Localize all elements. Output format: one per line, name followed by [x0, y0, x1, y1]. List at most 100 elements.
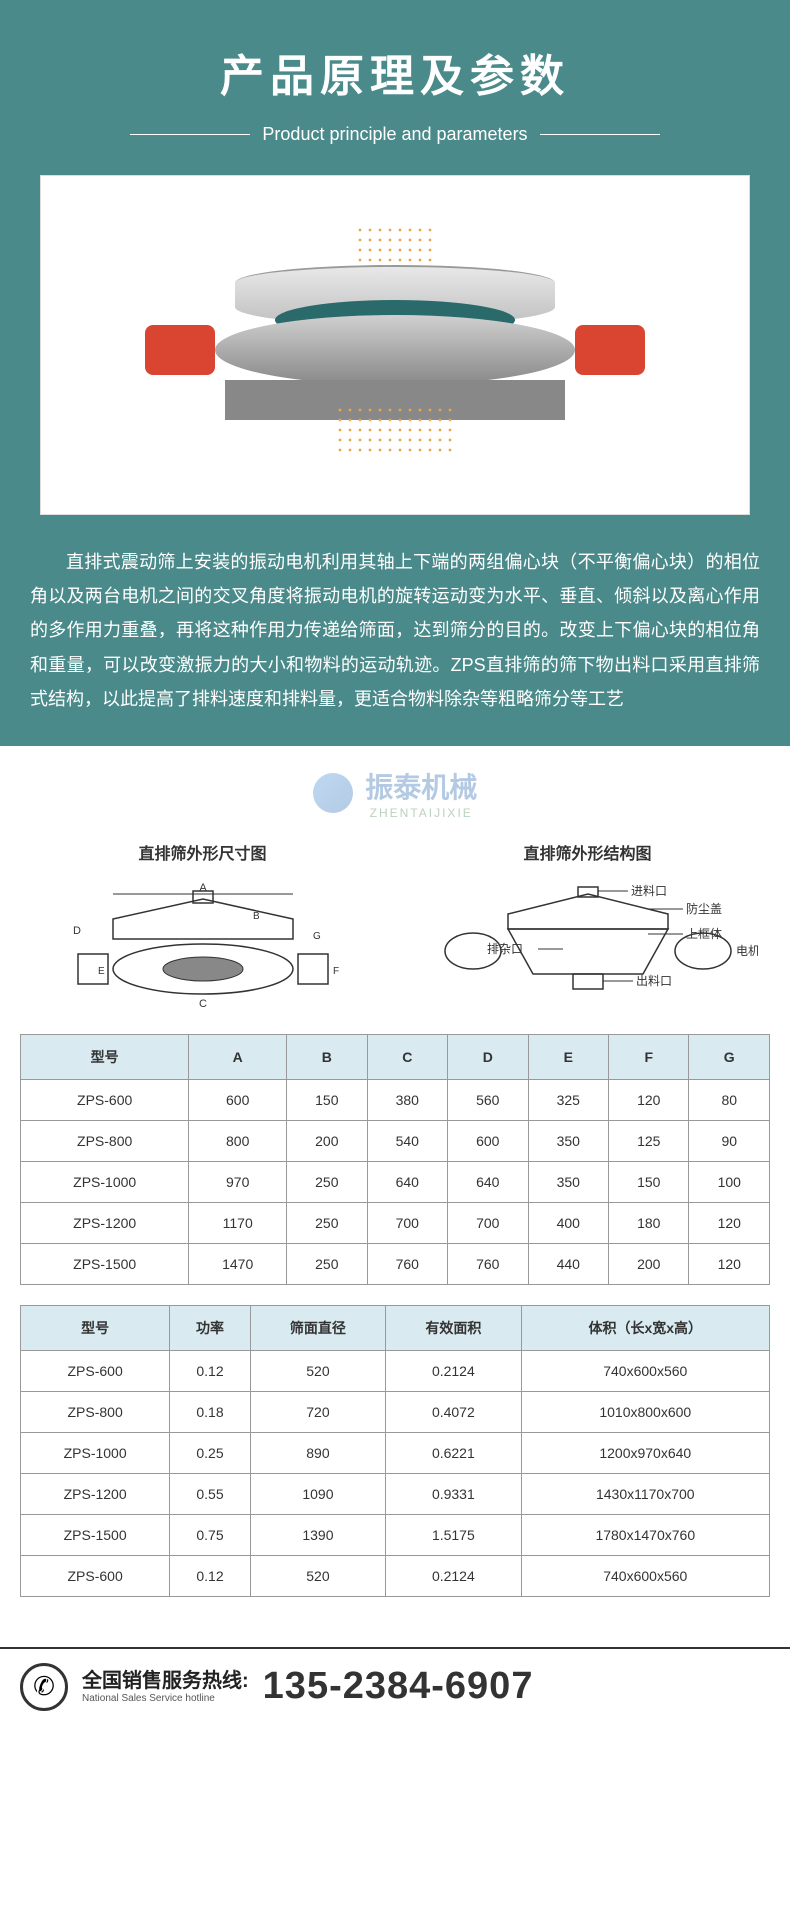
- structure-drawing-icon: 进料口 防尘盖 上框体 排杂口 出料口 电机: [405, 874, 770, 1014]
- dims-table: 型号ABCDEFG ZPS-60060015038056032512080ZPS…: [20, 1034, 770, 1285]
- motor-left-icon: [145, 325, 215, 375]
- table-cell: 120: [689, 1243, 770, 1284]
- product-description: 直排式震动筛上安装的振动电机利用其轴上下端的两组偏心块（不平衡偏心块）的相位角以…: [30, 545, 760, 716]
- table-cell: 600: [189, 1079, 287, 1120]
- svg-text:F: F: [333, 966, 339, 977]
- table-cell: 640: [448, 1161, 528, 1202]
- table-header: F: [609, 1034, 689, 1079]
- table-cell: ZPS-600: [21, 1079, 189, 1120]
- dimension-drawing-icon: A D C E G B F: [20, 874, 385, 1014]
- table-cell: 0.12: [170, 1555, 250, 1596]
- table-row: ZPS-6000.125200.2124740x600x560: [21, 1350, 770, 1391]
- diagram-title-right: 直排筛外形结构图: [405, 840, 770, 864]
- table-cell: 540: [367, 1120, 447, 1161]
- table-cell: 440: [528, 1243, 608, 1284]
- table-cell: 970: [189, 1161, 287, 1202]
- table-cell: 150: [609, 1161, 689, 1202]
- table-cell: 1200x970x640: [521, 1432, 769, 1473]
- table-cell: 90: [689, 1120, 770, 1161]
- table-cell: 350: [528, 1120, 608, 1161]
- table-cell: 890: [250, 1432, 385, 1473]
- table-cell: 150: [287, 1079, 367, 1120]
- table-cell: ZPS-1500: [21, 1243, 189, 1284]
- table-cell: 800: [189, 1120, 287, 1161]
- tables-section: 型号ABCDEFG ZPS-60060015038056032512080ZPS…: [0, 1034, 790, 1647]
- product-image: [40, 175, 750, 515]
- table-header: E: [528, 1034, 608, 1079]
- hotline-label-en: National Sales Service hotline: [82, 1693, 249, 1705]
- table-cell: 740x600x560: [521, 1350, 769, 1391]
- table-cell: 80: [689, 1079, 770, 1120]
- table-row: ZPS-15001470250760760440200120: [21, 1243, 770, 1284]
- watermark: 振泰机械 ZHENTAIJIXIE: [0, 746, 790, 830]
- table-header: 有效面积: [386, 1305, 521, 1350]
- svg-text:A: A: [199, 882, 207, 894]
- table-row: ZPS-60060015038056032512080: [21, 1079, 770, 1120]
- machine-body: [215, 315, 575, 385]
- table-cell: 560: [448, 1079, 528, 1120]
- table-cell: 1010x800x600: [521, 1391, 769, 1432]
- phone-icon: ✆: [20, 1663, 68, 1711]
- table-cell: 720: [250, 1391, 385, 1432]
- table-cell: 120: [689, 1202, 770, 1243]
- svg-text:排杂口: 排杂口: [486, 942, 522, 956]
- table-cell: 325: [528, 1079, 608, 1120]
- table-cell: 200: [609, 1243, 689, 1284]
- table-cell: 250: [287, 1161, 367, 1202]
- table-cell: 0.2124: [386, 1350, 521, 1391]
- brand-cn: 振泰机械: [365, 766, 477, 806]
- svg-text:G: G: [313, 931, 321, 942]
- table-header: 型号: [21, 1305, 170, 1350]
- table-cell: 120: [609, 1079, 689, 1120]
- diagram-title-left: 直排筛外形尺寸图: [20, 840, 385, 864]
- table-cell: 1430x1170x700: [521, 1473, 769, 1514]
- table-cell: 0.2124: [386, 1555, 521, 1596]
- footer: ✆ 全国销售服务热线: National Sales Service hotli…: [0, 1647, 790, 1725]
- table-cell: 0.4072: [386, 1391, 521, 1432]
- table-row: ZPS-12000.5510900.93311430x1170x700: [21, 1473, 770, 1514]
- table-cell: 0.9331: [386, 1473, 521, 1514]
- dimension-diagram: 直排筛外形尺寸图 A D C E G B F: [20, 840, 385, 1014]
- table-header: 型号: [21, 1034, 189, 1079]
- table-cell: 0.55: [170, 1473, 250, 1514]
- table-row: ZPS-80080020054060035012590: [21, 1120, 770, 1161]
- hotline-label-cn: 全国销售服务热线:: [82, 1669, 249, 1693]
- table-cell: ZPS-1200: [21, 1202, 189, 1243]
- divider-line: [130, 134, 250, 135]
- table-cell: 760: [448, 1243, 528, 1284]
- table-cell: 250: [287, 1202, 367, 1243]
- table-cell: 740x600x560: [521, 1555, 769, 1596]
- table-cell: 700: [367, 1202, 447, 1243]
- particles-bottom-icon: [335, 405, 455, 455]
- table-cell: 0.12: [170, 1350, 250, 1391]
- table-cell: 100: [689, 1161, 770, 1202]
- svg-text:C: C: [199, 998, 207, 1009]
- svg-text:B: B: [253, 911, 260, 922]
- table-cell: 1470: [189, 1243, 287, 1284]
- table-cell: 700: [448, 1202, 528, 1243]
- table-cell: 520: [250, 1350, 385, 1391]
- motor-right-icon: [575, 325, 645, 375]
- table-header: D: [448, 1034, 528, 1079]
- diagrams-section: 直排筛外形尺寸图 A D C E G B F 直排筛外形结构图: [0, 830, 790, 1034]
- table-header: A: [189, 1034, 287, 1079]
- table-header: 体积（长x宽x高）: [521, 1305, 769, 1350]
- table-cell: 380: [367, 1079, 447, 1120]
- svg-text:上框体: 上框体: [686, 927, 722, 941]
- table-cell: 0.25: [170, 1432, 250, 1473]
- table-cell: ZPS-1200: [21, 1473, 170, 1514]
- page-subtitle: Product principle and parameters: [262, 124, 527, 145]
- table-row: ZPS-1000970250640640350150100: [21, 1161, 770, 1202]
- brand-en: ZHENTAIJIXIE: [365, 806, 477, 820]
- table-cell: ZPS-800: [21, 1391, 170, 1432]
- table-cell: ZPS-800: [21, 1120, 189, 1161]
- table-header: G: [689, 1034, 770, 1079]
- table-cell: ZPS-600: [21, 1555, 170, 1596]
- table-cell: 600: [448, 1120, 528, 1161]
- svg-text:出料口: 出料口: [636, 974, 672, 988]
- table-row: ZPS-15000.7513901.51751780x1470x760: [21, 1514, 770, 1555]
- svg-text:进料口: 进料口: [631, 884, 667, 898]
- logo-icon: [313, 773, 353, 813]
- table-cell: 180: [609, 1202, 689, 1243]
- table-header: 功率: [170, 1305, 250, 1350]
